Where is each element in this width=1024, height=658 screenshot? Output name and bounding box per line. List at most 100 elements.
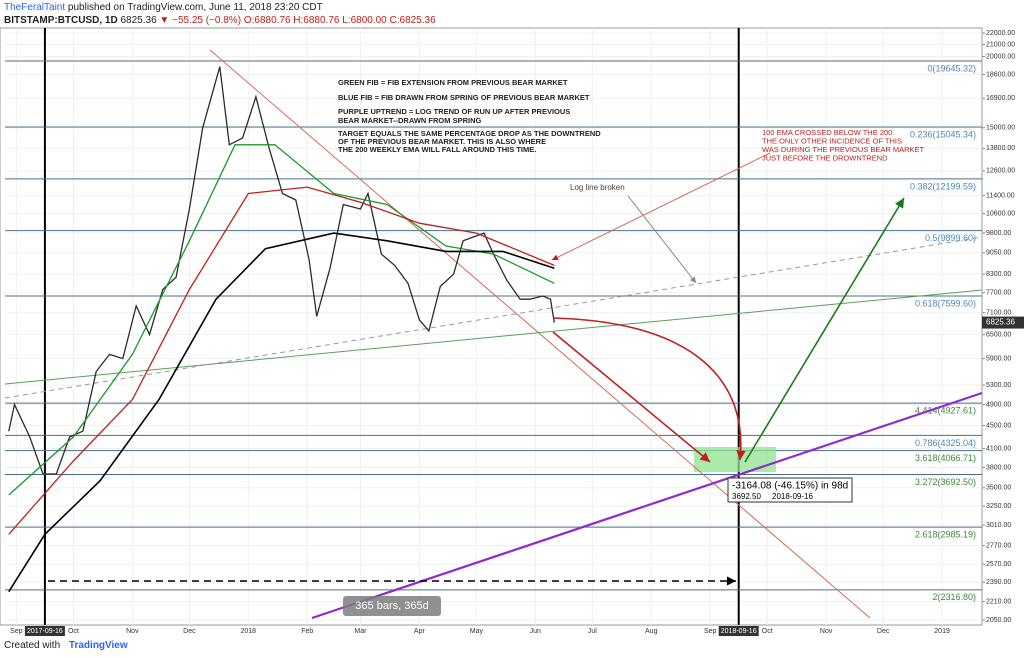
fib-label: 3.618(4066.71) [915,453,976,463]
support-line [4,289,983,385]
note: TARGET EQUALS THE SAME PERCENTAGE DROP A… [338,129,601,138]
bars-label: 365 bars, 365d [355,600,428,612]
x-tick-label: 2017-09-16 [27,628,63,635]
chart: 0(19645.32) 0.236(15045.34) 0.382(12199.59… [0,27,1024,636]
x-tick-label: 2018-09-16 [721,628,757,635]
x-tick-highlight [24,626,65,636]
y-tick-label: 4900.00 [986,401,1011,408]
x-tick-label: Sep [704,628,717,635]
y-tick-label: 2390.00 [986,579,1011,586]
y-tick-label: 5900.00 [986,355,1011,362]
y-tick-label: 18600.00 [986,71,1015,78]
fib-label: 0.382(12199.59) [910,181,976,191]
symbol-line: BITSTAMP:BTCUSD, 1D 6825.36 ▼ −55.25 (−0… [4,15,436,26]
last-price-box [982,316,1024,329]
fib-label: 0.236(15045.34) [910,129,976,139]
x-tick-label: Nov [820,628,833,635]
note: PURPLE UPTREND = LOG TREND OF RUN UP AFT… [338,107,570,116]
measure-date: 2018-09-16 [772,492,813,501]
y-tick-label: 3250.00 [986,503,1011,510]
x-tick-label: Dec [877,628,890,635]
y-tick-label: 2050.00 [986,617,1011,624]
x-tick-label: May [470,628,484,635]
author[interactable]: TheFeralTaint [4,2,66,13]
y-tick-label: 7700.00 [986,290,1011,297]
x-tick-label: Apr [414,628,426,635]
last-price-label: 6825.36 [986,318,1015,327]
projection-arrow [552,331,711,463]
x-tick-label: Oct [762,628,773,635]
y-tick-label: 3500.00 [986,485,1011,492]
y-tick-label: 15000.00 [986,125,1015,132]
recovery-arrow [744,197,905,463]
y-tick-label: 6500.00 [986,331,1011,338]
y-tick-label: 2570.00 [986,561,1011,568]
y-tick-label: 2210.00 [986,598,1011,605]
y-tick-label: 20000.00 [986,53,1015,60]
x-tick-highlight [718,626,759,636]
created: Created with [4,640,61,651]
x-tick-label: Mar [354,628,367,635]
fib-label: 2.618(2985.19) [915,530,976,540]
y-tick-label: 13800.00 [986,145,1015,152]
fib-label: 0.5(9899.60) [925,233,976,243]
x-tick-label: Nov [126,628,139,635]
symbol: BITSTAMP:BTCUSD, 1D [4,15,118,26]
x-tick-label: 2018 [241,628,257,635]
projection-arc [552,317,746,461]
note: GREEN FIB = FIB EXTENSION FROM PREVIOUS … [338,78,568,87]
red-note: JUST BEFORE THE DROWNTREND [762,153,888,162]
y-tick-label: 9050.00 [986,250,1011,257]
ohlc: O:6880.76 H:6880.76 L:6800.00 C:6825.36 [243,15,436,26]
price-line [8,66,555,475]
price-line [8,232,555,593]
fib-label: 0(19645.32) [927,63,976,73]
log-pointer [627,195,697,284]
fib-label: 3.272(3692.50) [915,477,976,487]
measure-box [727,477,853,503]
footer: Created with TradingView [4,640,128,651]
fib-label: 0.786(4325.04) [915,438,976,448]
y-tick-label: 4100.00 [986,445,1011,452]
y-tick-label: 3800.00 [986,464,1011,471]
log-note: Log line broken [570,183,625,192]
y-tick-label: 4500.00 [986,422,1011,429]
note: BEAR MARKET--DRAWN FROM SPRING [338,116,481,125]
x-tick-label: 2019 [934,628,950,635]
y-tick-label: 22000.00 [986,30,1015,37]
bars-box [343,596,441,616]
price-line [8,144,555,496]
y-tick-label: 5300.00 [986,382,1011,389]
header-line: TheFeralTaint published on TradingView.c… [4,2,323,13]
measure-text: -3164.08 (-46.15%) in 98d [732,481,848,492]
fib-label: 0.618(7599.60) [915,298,976,308]
y-tick-label: 2770.00 [986,543,1011,550]
x-tick-label: Jun [530,628,541,635]
y-tick-label: 12600.00 [986,168,1015,175]
log-line [4,236,983,399]
x-tick-label: Sep [10,628,23,635]
fib-label: 4.414(4927.61) [915,406,976,416]
x-tick-label: Feb [301,628,313,635]
red-note: THE ONLY OTHER INCIDENCE OF THIS [762,136,902,145]
y-tick-label: 3010.00 [986,522,1011,529]
y-tick-label: 10600.00 [986,210,1015,217]
y-tick-label: 21000.00 [986,41,1015,48]
y-tick-label: 7100.00 [986,310,1011,317]
note: BLUE FIB = FIB DRAWN FROM SPRING OF PREV… [338,93,590,102]
brand[interactable]: TradingView [68,640,128,651]
published: published on TradingView.com, June 11, 2… [67,2,323,13]
plot-area [0,27,983,626]
price-line [8,186,555,535]
last: 6825.36 [120,15,157,26]
x-tick-label: Dec [183,628,196,635]
x-tick-label: Oct [68,628,79,635]
measure-price: 3692.50 [732,492,761,501]
note: THE 200 WEEKLY EMA WILL FALL AROUND THIS… [338,145,536,154]
y-tick-label: 16900.00 [986,95,1015,102]
y-tick-label: 9800.00 [986,230,1011,237]
downtrend-line [209,49,871,619]
change: ▼ −55.25 (−0.8%) [159,15,242,26]
y-tick-label: 11400.00 [986,192,1015,199]
